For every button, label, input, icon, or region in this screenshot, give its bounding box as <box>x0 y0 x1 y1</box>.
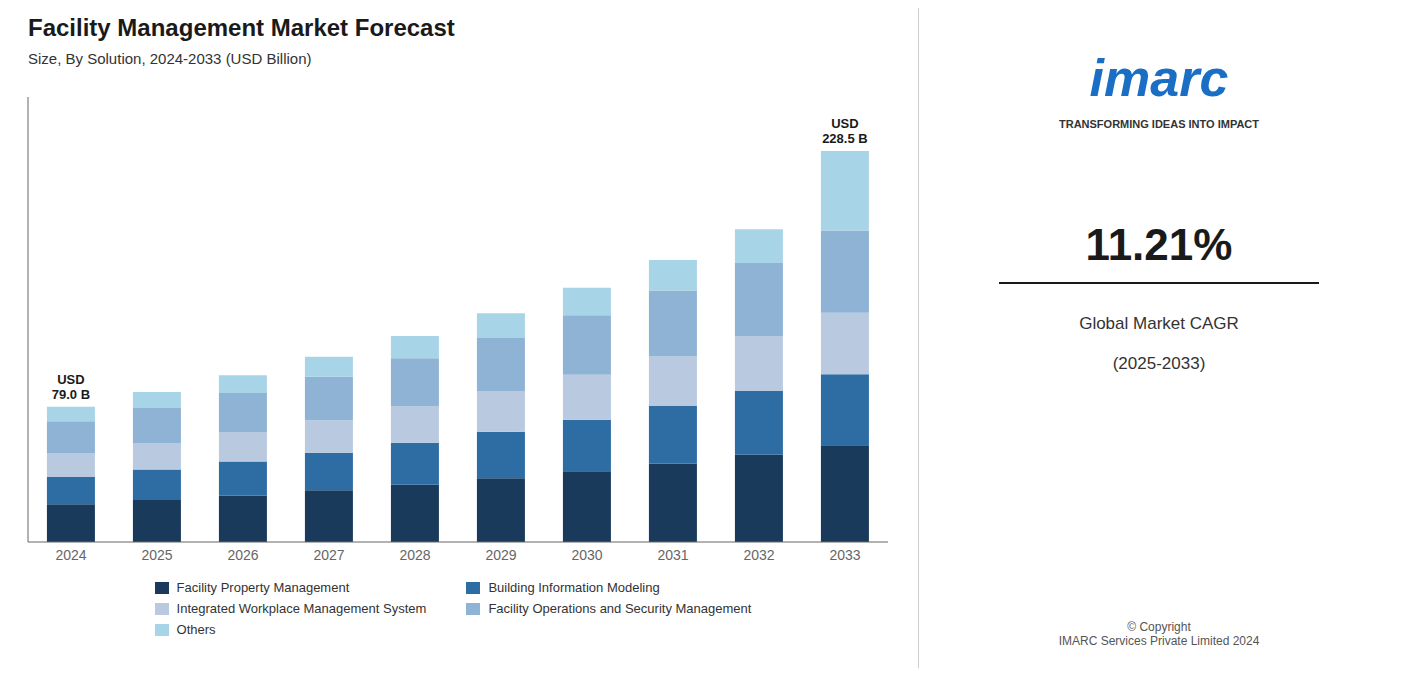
svg-text:2031: 2031 <box>657 547 688 563</box>
html-text:Size, By Solution, 2024-2033 (: Size, By Solution, 2024-2033 (USD Billio… <box>28 50 312 67</box>
html-text:© Copyright: © Copyright <box>1127 620 1191 634</box>
svg-text:2025: 2025 <box>141 547 172 563</box>
html-text:imarc: imarc <box>1089 49 1229 107</box>
html-text:Facility Operations and Securi: Facility Operations and Security Managem… <box>488 601 752 616</box>
svg-text:USD228.5 B: USD228.5 B <box>822 116 868 146</box>
html-text:Facility Management Market For: Facility Management Market Forecast <box>28 14 455 41</box>
svg-text:USD79.0 B: USD79.0 B <box>52 372 90 402</box>
html-text:Global Market CAGR: Global Market CAGR <box>1079 314 1239 333</box>
html-text:Integrated Workplace Managemen: Integrated Workplace Management System <box>176 601 427 616</box>
html-text:11.21%: 11.21% <box>1085 220 1233 269</box>
svg-text:2029: 2029 <box>485 547 516 563</box>
svg-text:2032: 2032 <box>743 547 774 563</box>
html-text:IMARC Services Private Limited: IMARC Services Private Limited 2024 <box>1058 634 1260 648</box>
svg-text:2028: 2028 <box>399 547 430 563</box>
svg-text:2024: 2024 <box>55 547 86 563</box>
svg-text:2026: 2026 <box>227 547 258 563</box>
html-text:TRANSFORMING IDEAS INTO IMPACT: TRANSFORMING IDEAS INTO IMPACT <box>1059 118 1259 130</box>
html-text:(2025-2033): (2025-2033) <box>1112 354 1206 373</box>
html-text:Building Information Modeling: Building Information Modeling <box>488 580 660 595</box>
svg-text:2030: 2030 <box>571 547 602 563</box>
svg-text:2033: 2033 <box>829 547 860 563</box>
svg-text:2027: 2027 <box>313 547 344 563</box>
html-text:Others: Others <box>176 622 216 637</box>
html-text:Facility Property Management: Facility Property Management <box>176 580 350 595</box>
